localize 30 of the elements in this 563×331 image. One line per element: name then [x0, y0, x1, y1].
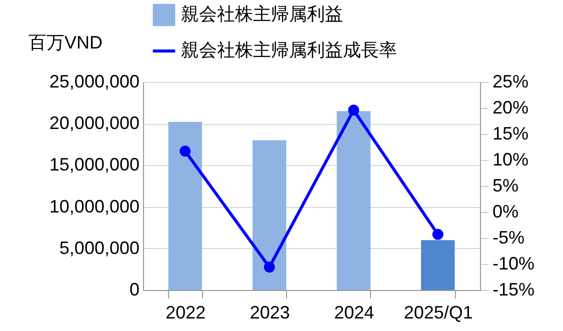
x-tick-label: 2024 [334, 302, 374, 322]
x-tick-label: 2025/Q1 [404, 302, 473, 322]
y-tick-label: 15,000,000 [49, 154, 140, 175]
y2-tick-label: 25% [492, 72, 529, 92]
bar [336, 111, 370, 290]
x-tick-label: 2023 [250, 302, 290, 322]
y-tick-label: 0 [129, 280, 140, 300]
y-tick-label: 10,000,000 [49, 196, 140, 216]
point [348, 104, 360, 116]
point [432, 228, 444, 240]
y2-tick-label: 15% [492, 124, 529, 144]
y2-tick-label: 10% [492, 150, 529, 170]
bar [168, 122, 202, 290]
bar [421, 240, 455, 290]
y-axis-title: 百万VND [28, 32, 103, 52]
point [264, 262, 275, 273]
y-tick-label: 20,000,000 [49, 113, 140, 134]
y2-tick-label: 5% [492, 176, 519, 196]
y2-tick-label: -5% [492, 228, 525, 248]
y2-tick-label: -15% [492, 280, 535, 300]
y-tick-label: 5,000,000 [59, 238, 140, 258]
bar [252, 140, 286, 290]
y2-tick-label: 0% [492, 202, 519, 222]
y-tick-label: 25,000,000 [49, 72, 140, 92]
x-tick-label: 2022 [166, 302, 206, 322]
point [180, 146, 191, 157]
y2-tick-label: 20% [492, 98, 529, 118]
y2-tick-label: -10% [492, 254, 535, 274]
legend-label: 親会社株主帰属利益 [181, 4, 343, 24]
legend-label: 親会社株主帰属利益成長率 [181, 40, 397, 60]
